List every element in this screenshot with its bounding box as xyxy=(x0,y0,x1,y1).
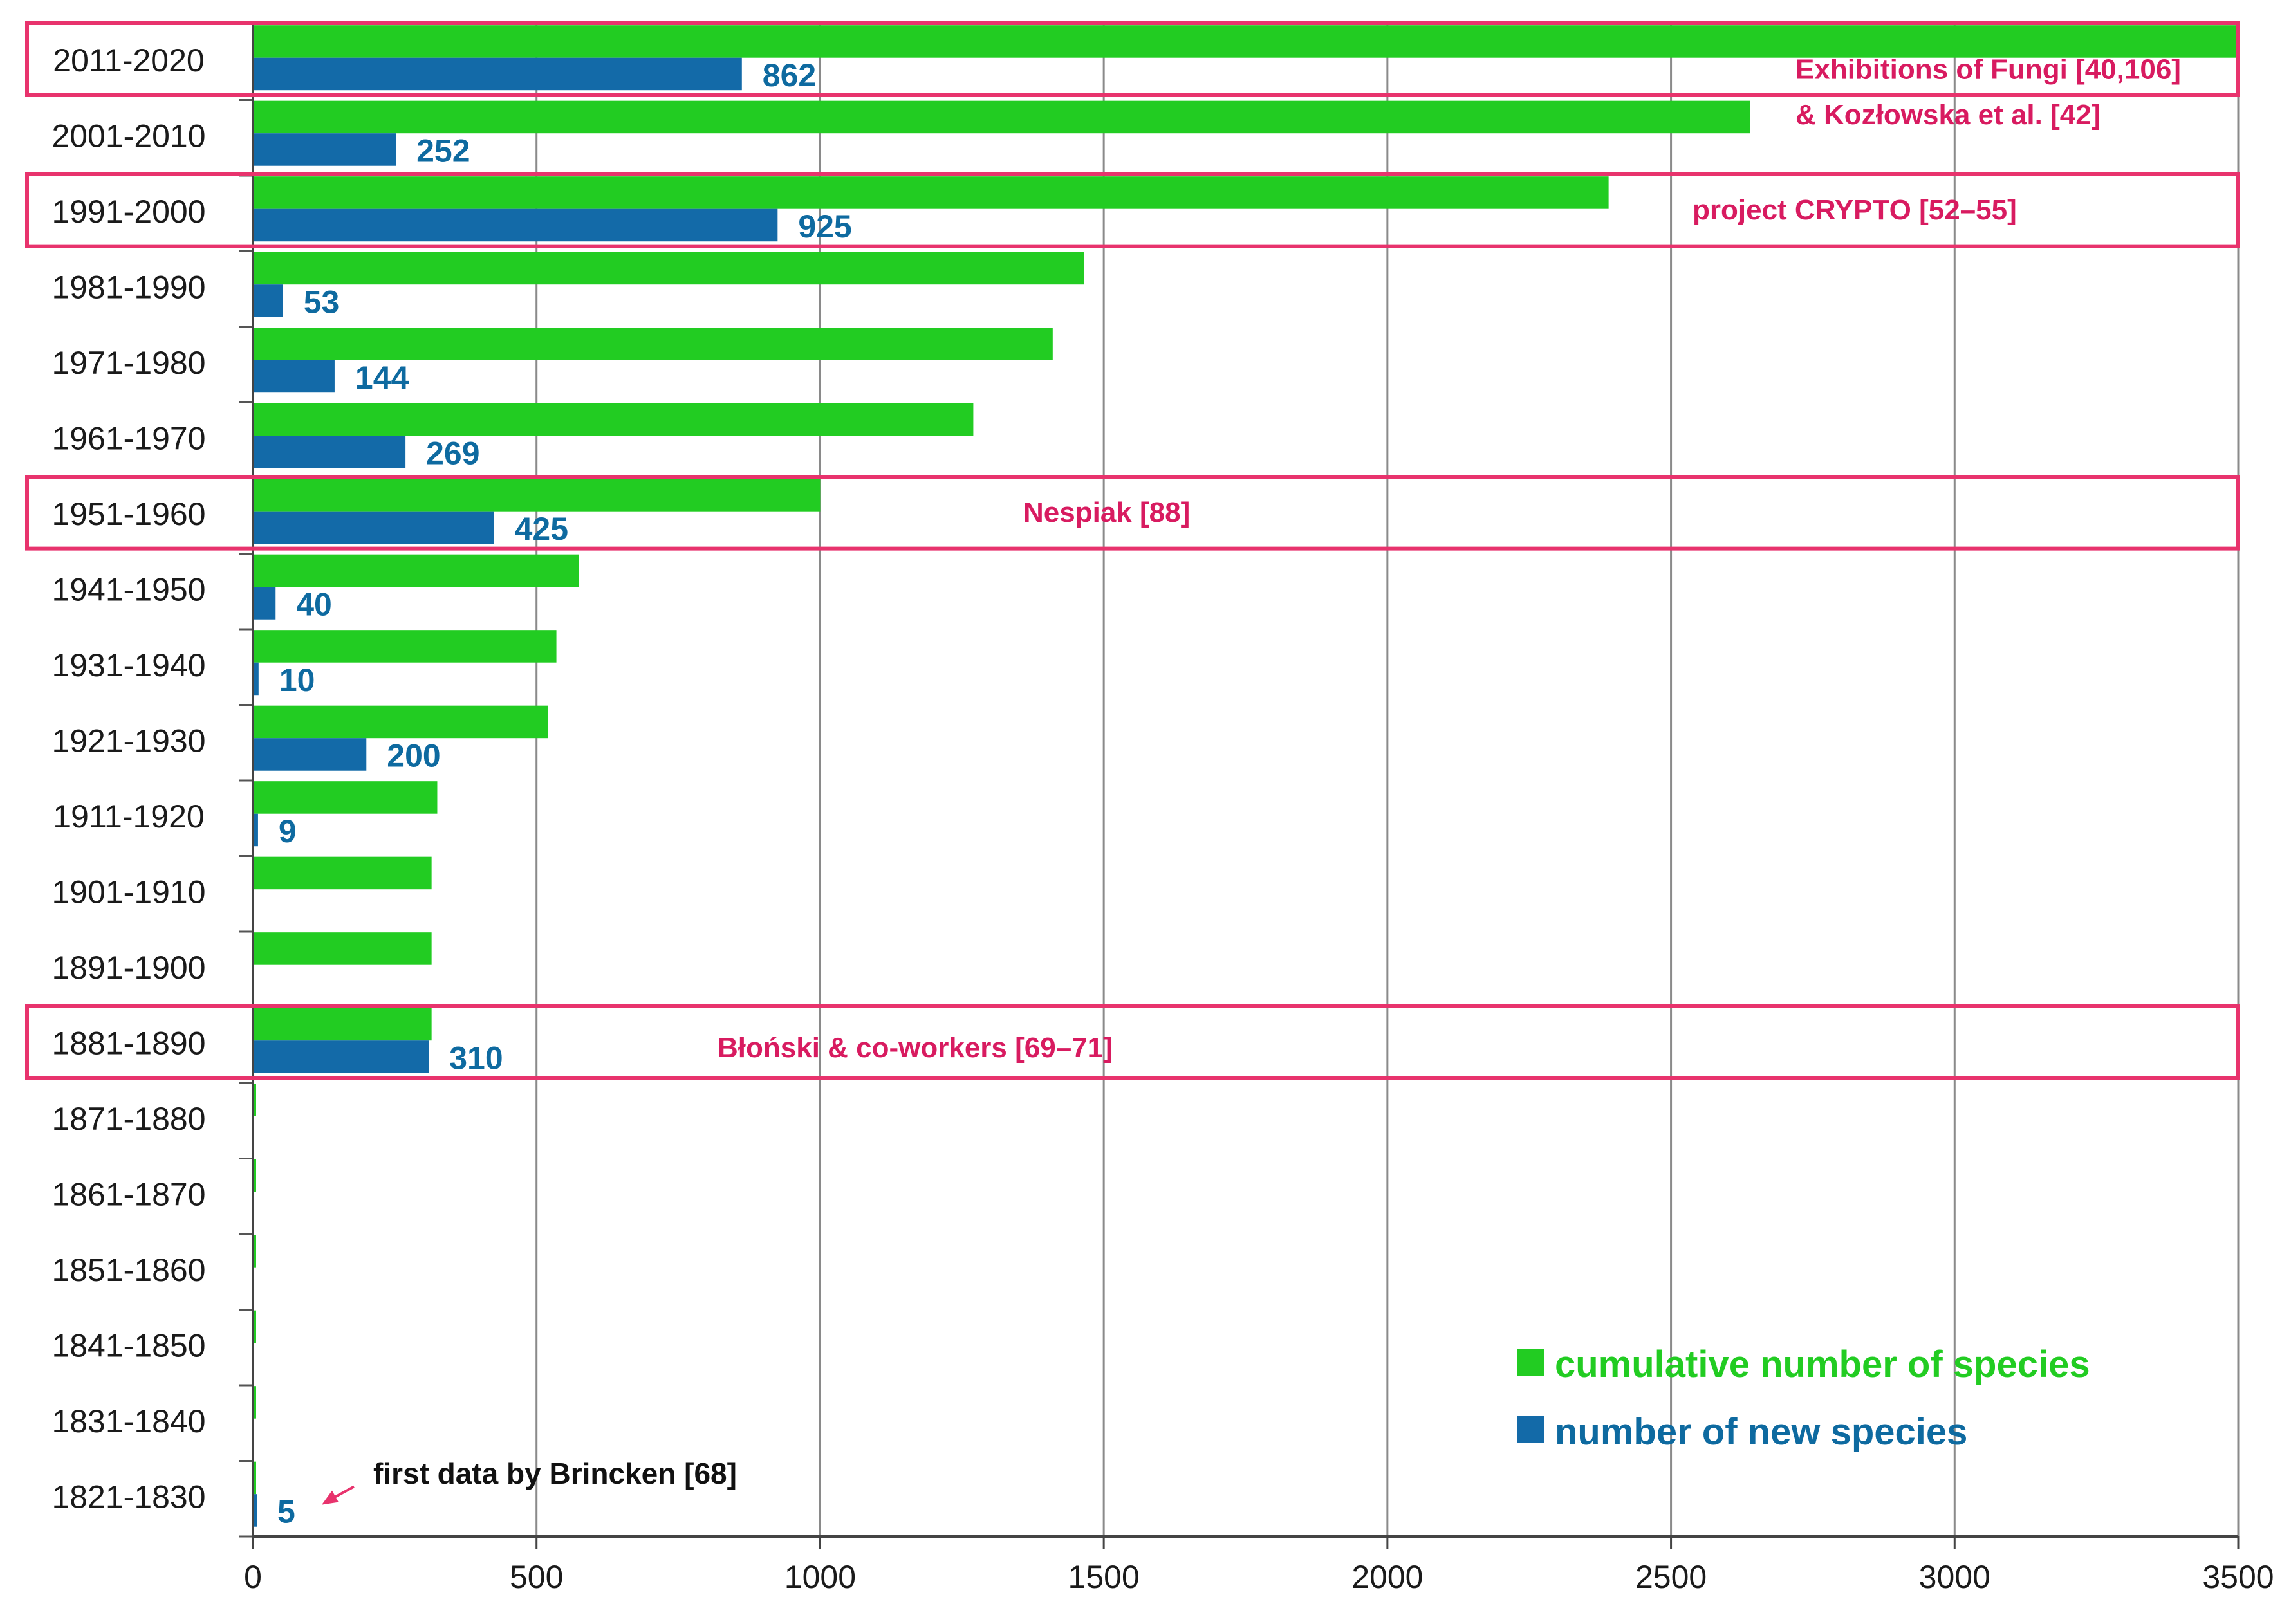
bar-cumulative-1911-1920 xyxy=(253,781,438,814)
bar-cumulative-1871-1880 xyxy=(253,1084,256,1116)
y-tick-label: 2011-2020 xyxy=(53,42,204,78)
annotations: first data by Brincken [68] xyxy=(322,1457,737,1505)
bar-cumulative-1991-2000 xyxy=(253,176,1609,209)
y-tick-label: 1851-1860 xyxy=(51,1252,205,1288)
data-label-2001-2010: 252 xyxy=(416,133,470,169)
highlight-label: Nespiak [88] xyxy=(1023,497,1190,528)
bar-cumulative-2011-2020 xyxy=(253,25,2238,58)
data-label-1881-1890: 310 xyxy=(449,1040,503,1076)
bar-new-1881-1890 xyxy=(253,1040,429,1073)
x-tick-label: 500 xyxy=(510,1559,563,1595)
highlight-label: & Kozłowska et al. [42] xyxy=(1795,99,2101,131)
bar-new-1961-1970 xyxy=(253,436,406,468)
bar-cumulative-1881-1890 xyxy=(253,1008,432,1041)
bar-cumulative-1931-1940 xyxy=(253,630,557,663)
bar-cumulative-1821-1830 xyxy=(253,1461,256,1495)
bar-cumulative-1891-1900 xyxy=(253,932,432,965)
bar-cumulative-1921-1930 xyxy=(253,705,548,739)
highlight-box-2011-2020 xyxy=(25,21,2240,97)
y-tick-label: 2001-2010 xyxy=(51,118,205,154)
y-tick-label: 1931-1940 xyxy=(51,647,205,683)
y-tick-label: 1881-1890 xyxy=(51,1025,205,1061)
y-tick-label: 1981-1990 xyxy=(51,269,205,305)
bar-cumulative-1841-1850 xyxy=(253,1310,256,1343)
bar-cumulative-1961-1970 xyxy=(253,403,974,436)
bar-new-1921-1930 xyxy=(253,738,367,771)
y-tick-label: 1911-1920 xyxy=(53,798,204,835)
y-tick-label: 1861-1870 xyxy=(51,1176,205,1212)
legend-label-new: number of new species xyxy=(1555,1411,1967,1453)
bar-new-2011-2020 xyxy=(253,57,742,91)
highlight-label: Exhibitions of Fungi [40,106] xyxy=(1795,54,2181,86)
y-tick-label: 1921-1930 xyxy=(51,723,205,759)
bar-cumulative-1831-1840 xyxy=(253,1386,256,1419)
bar-new-1941-1950 xyxy=(253,587,276,620)
data-label-1931-1940: 10 xyxy=(279,662,315,698)
y-tick-label: 1971-1980 xyxy=(51,345,205,381)
legend: cumulative number of species number of ne… xyxy=(1517,1343,2090,1453)
bar-new-1951-1960 xyxy=(253,511,494,544)
x-tick-label: 3500 xyxy=(2202,1559,2274,1595)
bar-new-1931-1940 xyxy=(253,662,259,696)
legend-swatch-new xyxy=(1517,1416,1544,1443)
y-tick-label: 1891-1900 xyxy=(51,950,205,986)
highlight-box-1951-1960 xyxy=(25,475,2240,551)
bar-cumulative-1981-1990 xyxy=(253,252,1084,285)
data-label-1921-1930: 200 xyxy=(387,738,440,774)
x-tick-label: 3000 xyxy=(1919,1559,1990,1595)
y-tick-label: 1871-1880 xyxy=(51,1101,205,1137)
data-label-1821-1830: 5 xyxy=(277,1494,295,1530)
bar-cumulative-1861-1870 xyxy=(253,1159,256,1192)
first-data-annotation: first data by Brincken [68] xyxy=(373,1457,737,1490)
bar-cumulative-1971-1980 xyxy=(253,328,1053,360)
y-tick-label: 1941-1950 xyxy=(51,571,205,607)
data-label-1911-1920: 9 xyxy=(279,813,297,849)
bar-new-1821-1830 xyxy=(253,1494,257,1527)
bar-cumulative-1951-1960 xyxy=(253,479,821,512)
bar-new-1971-1980 xyxy=(253,360,335,393)
axes: 0 500 1000 1500 2000 2500 3000 3500 2011-2020 200… xyxy=(51,23,2274,1595)
y-tick-label: 1951-1960 xyxy=(51,496,205,532)
highlight-boxes: Exhibitions of Fungi [40,106] & Kozłowska… xyxy=(25,21,2240,1080)
highlight-box-1881-1890 xyxy=(25,1004,2240,1080)
x-tick-label: 1500 xyxy=(1068,1559,1140,1595)
data-label-1981-1990: 53 xyxy=(304,284,340,320)
y-tick-label: 1991-2000 xyxy=(51,194,205,230)
x-tick-label: 2500 xyxy=(1635,1559,1707,1595)
bar-new-2001-2010 xyxy=(253,133,396,166)
data-label-1991-2000: 925 xyxy=(798,208,851,245)
highlight-box-1991-2000 xyxy=(25,172,2240,248)
grid-lines xyxy=(535,23,2240,1536)
y-tick-label: 1961-1970 xyxy=(51,420,205,456)
legend-swatch-cumulative xyxy=(1517,1349,1544,1376)
highlight-label: project CRYPTO [52–55] xyxy=(1693,194,2017,226)
y-tick-label: 1831-1840 xyxy=(51,1403,205,1439)
data-label-1941-1950: 40 xyxy=(296,587,332,623)
data-label-1961-1970: 269 xyxy=(426,436,479,472)
data-label-1951-1960: 425 xyxy=(515,511,568,547)
annotation-arrow-head xyxy=(322,1490,339,1505)
bar-cumulative-1941-1950 xyxy=(253,554,579,587)
y-tick-label: 1841-1850 xyxy=(51,1327,205,1363)
x-tick-label: 1000 xyxy=(784,1559,856,1595)
bar-cumulative-2001-2010 xyxy=(253,100,1750,134)
bar-cumulative-1851-1860 xyxy=(253,1235,256,1268)
data-labels: 862 252 925 53 144 269 425 40 10 200 9 310 5 xyxy=(277,57,852,1530)
y-tick-label: 1821-1830 xyxy=(51,1479,205,1515)
data-label-1971-1980: 144 xyxy=(355,360,409,396)
bar-new-1981-1990 xyxy=(253,284,283,317)
bars xyxy=(253,25,2238,1527)
bar-new-1911-1920 xyxy=(253,813,258,847)
x-tick-label: 0 xyxy=(244,1559,262,1595)
highlight-label: Błoński & co-workers [69–71] xyxy=(718,1032,1113,1064)
bar-cumulative-1901-1910 xyxy=(253,856,432,890)
x-tick-label: 2000 xyxy=(1351,1559,1423,1595)
bar-new-1991-2000 xyxy=(253,208,778,242)
y-tick-label: 1901-1910 xyxy=(51,874,205,910)
data-label-2011-2020: 862 xyxy=(763,57,816,93)
legend-label-cumulative: cumulative number of species xyxy=(1555,1343,2090,1385)
